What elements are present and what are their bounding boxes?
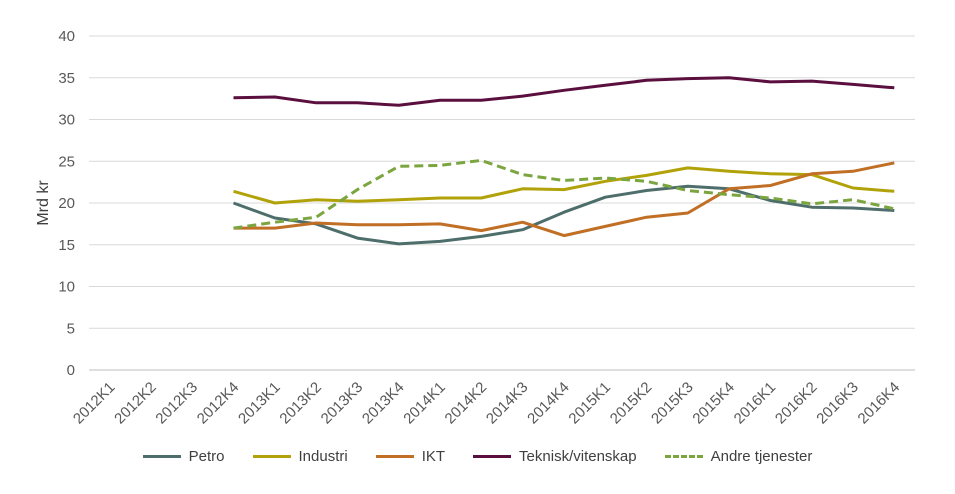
legend-item: Petro xyxy=(142,448,225,465)
series-line-teknisk-vitenskap xyxy=(233,76,895,107)
legend-label: IKT xyxy=(421,448,446,465)
x-tick-label: 2014K1 xyxy=(400,379,449,428)
legend-label: Andre tjenester xyxy=(710,448,813,465)
x-tick-label: 2014K3 xyxy=(483,379,532,428)
y-tick-label: 0 xyxy=(67,362,75,379)
x-tick-label: 2013K2 xyxy=(276,379,325,428)
y-tick-label: 25 xyxy=(58,153,75,170)
x-tick-label: 2016K1 xyxy=(731,379,780,428)
x-tick-label: 2012K2 xyxy=(111,379,160,428)
y-axis-ticks: 0 5 10 15 20 25 30 35 40 xyxy=(58,28,75,379)
x-tick-label: 2014K2 xyxy=(442,379,491,428)
series-line-industri xyxy=(233,166,895,205)
x-tick-label: 2013K1 xyxy=(235,379,284,428)
legend: Petro Industri IKT Teknisk/vitenskap Andre t… xyxy=(0,448,955,465)
legend-swatch xyxy=(664,455,703,458)
series-line-ikt xyxy=(233,161,895,238)
y-tick-label: 10 xyxy=(58,279,75,296)
x-tick-label: 2012K4 xyxy=(194,379,243,428)
x-tick-label: 2015K3 xyxy=(648,379,697,428)
x-tick-label: 2013K3 xyxy=(318,379,367,428)
x-tick-label: 2012K1 xyxy=(70,379,119,428)
y-axis-label: Mrd kr xyxy=(35,180,52,226)
legend-swatch xyxy=(375,455,414,458)
x-tick-label: 2016K4 xyxy=(855,379,904,428)
y-tick-label: 35 xyxy=(58,70,75,87)
gridlines xyxy=(89,35,915,371)
legend-label: Teknisk/vitenskap xyxy=(519,448,637,465)
x-tick-label: 2016K3 xyxy=(813,379,862,428)
legend-item: Industri xyxy=(252,448,348,465)
y-tick-label: 20 xyxy=(58,195,75,212)
x-tick-label: 2015K4 xyxy=(689,379,738,428)
x-tick-label: 2015K1 xyxy=(565,379,614,428)
series-line-andre-tjenester xyxy=(233,158,895,230)
series-line-petro xyxy=(232,184,895,246)
series-lines xyxy=(232,76,895,246)
legend-swatch xyxy=(142,455,181,458)
x-tick-label: 2016K2 xyxy=(772,379,821,428)
y-tick-label: 40 xyxy=(58,28,75,45)
x-tick-label: 2013K4 xyxy=(359,379,408,428)
y-tick-label: 30 xyxy=(58,112,75,129)
x-tick-label: 2014K4 xyxy=(524,379,573,428)
y-tick-label: 15 xyxy=(58,237,75,254)
y-tick-label: 5 xyxy=(67,320,75,337)
legend-swatch xyxy=(473,455,512,458)
x-tick-label: 2015K2 xyxy=(607,379,656,428)
x-tick-label: 2012K3 xyxy=(152,379,201,428)
legend-item: IKT xyxy=(375,448,446,465)
legend-item: Andre tjenester xyxy=(664,448,813,465)
legend-label: Industri xyxy=(298,448,348,465)
x-axis-ticks: 2012K12012K22012K32012K42013K12013K22013… xyxy=(70,379,903,428)
legend-label: Petro xyxy=(188,448,225,465)
legend-swatch xyxy=(252,455,291,458)
legend-item: Teknisk/vitenskap xyxy=(473,448,637,465)
